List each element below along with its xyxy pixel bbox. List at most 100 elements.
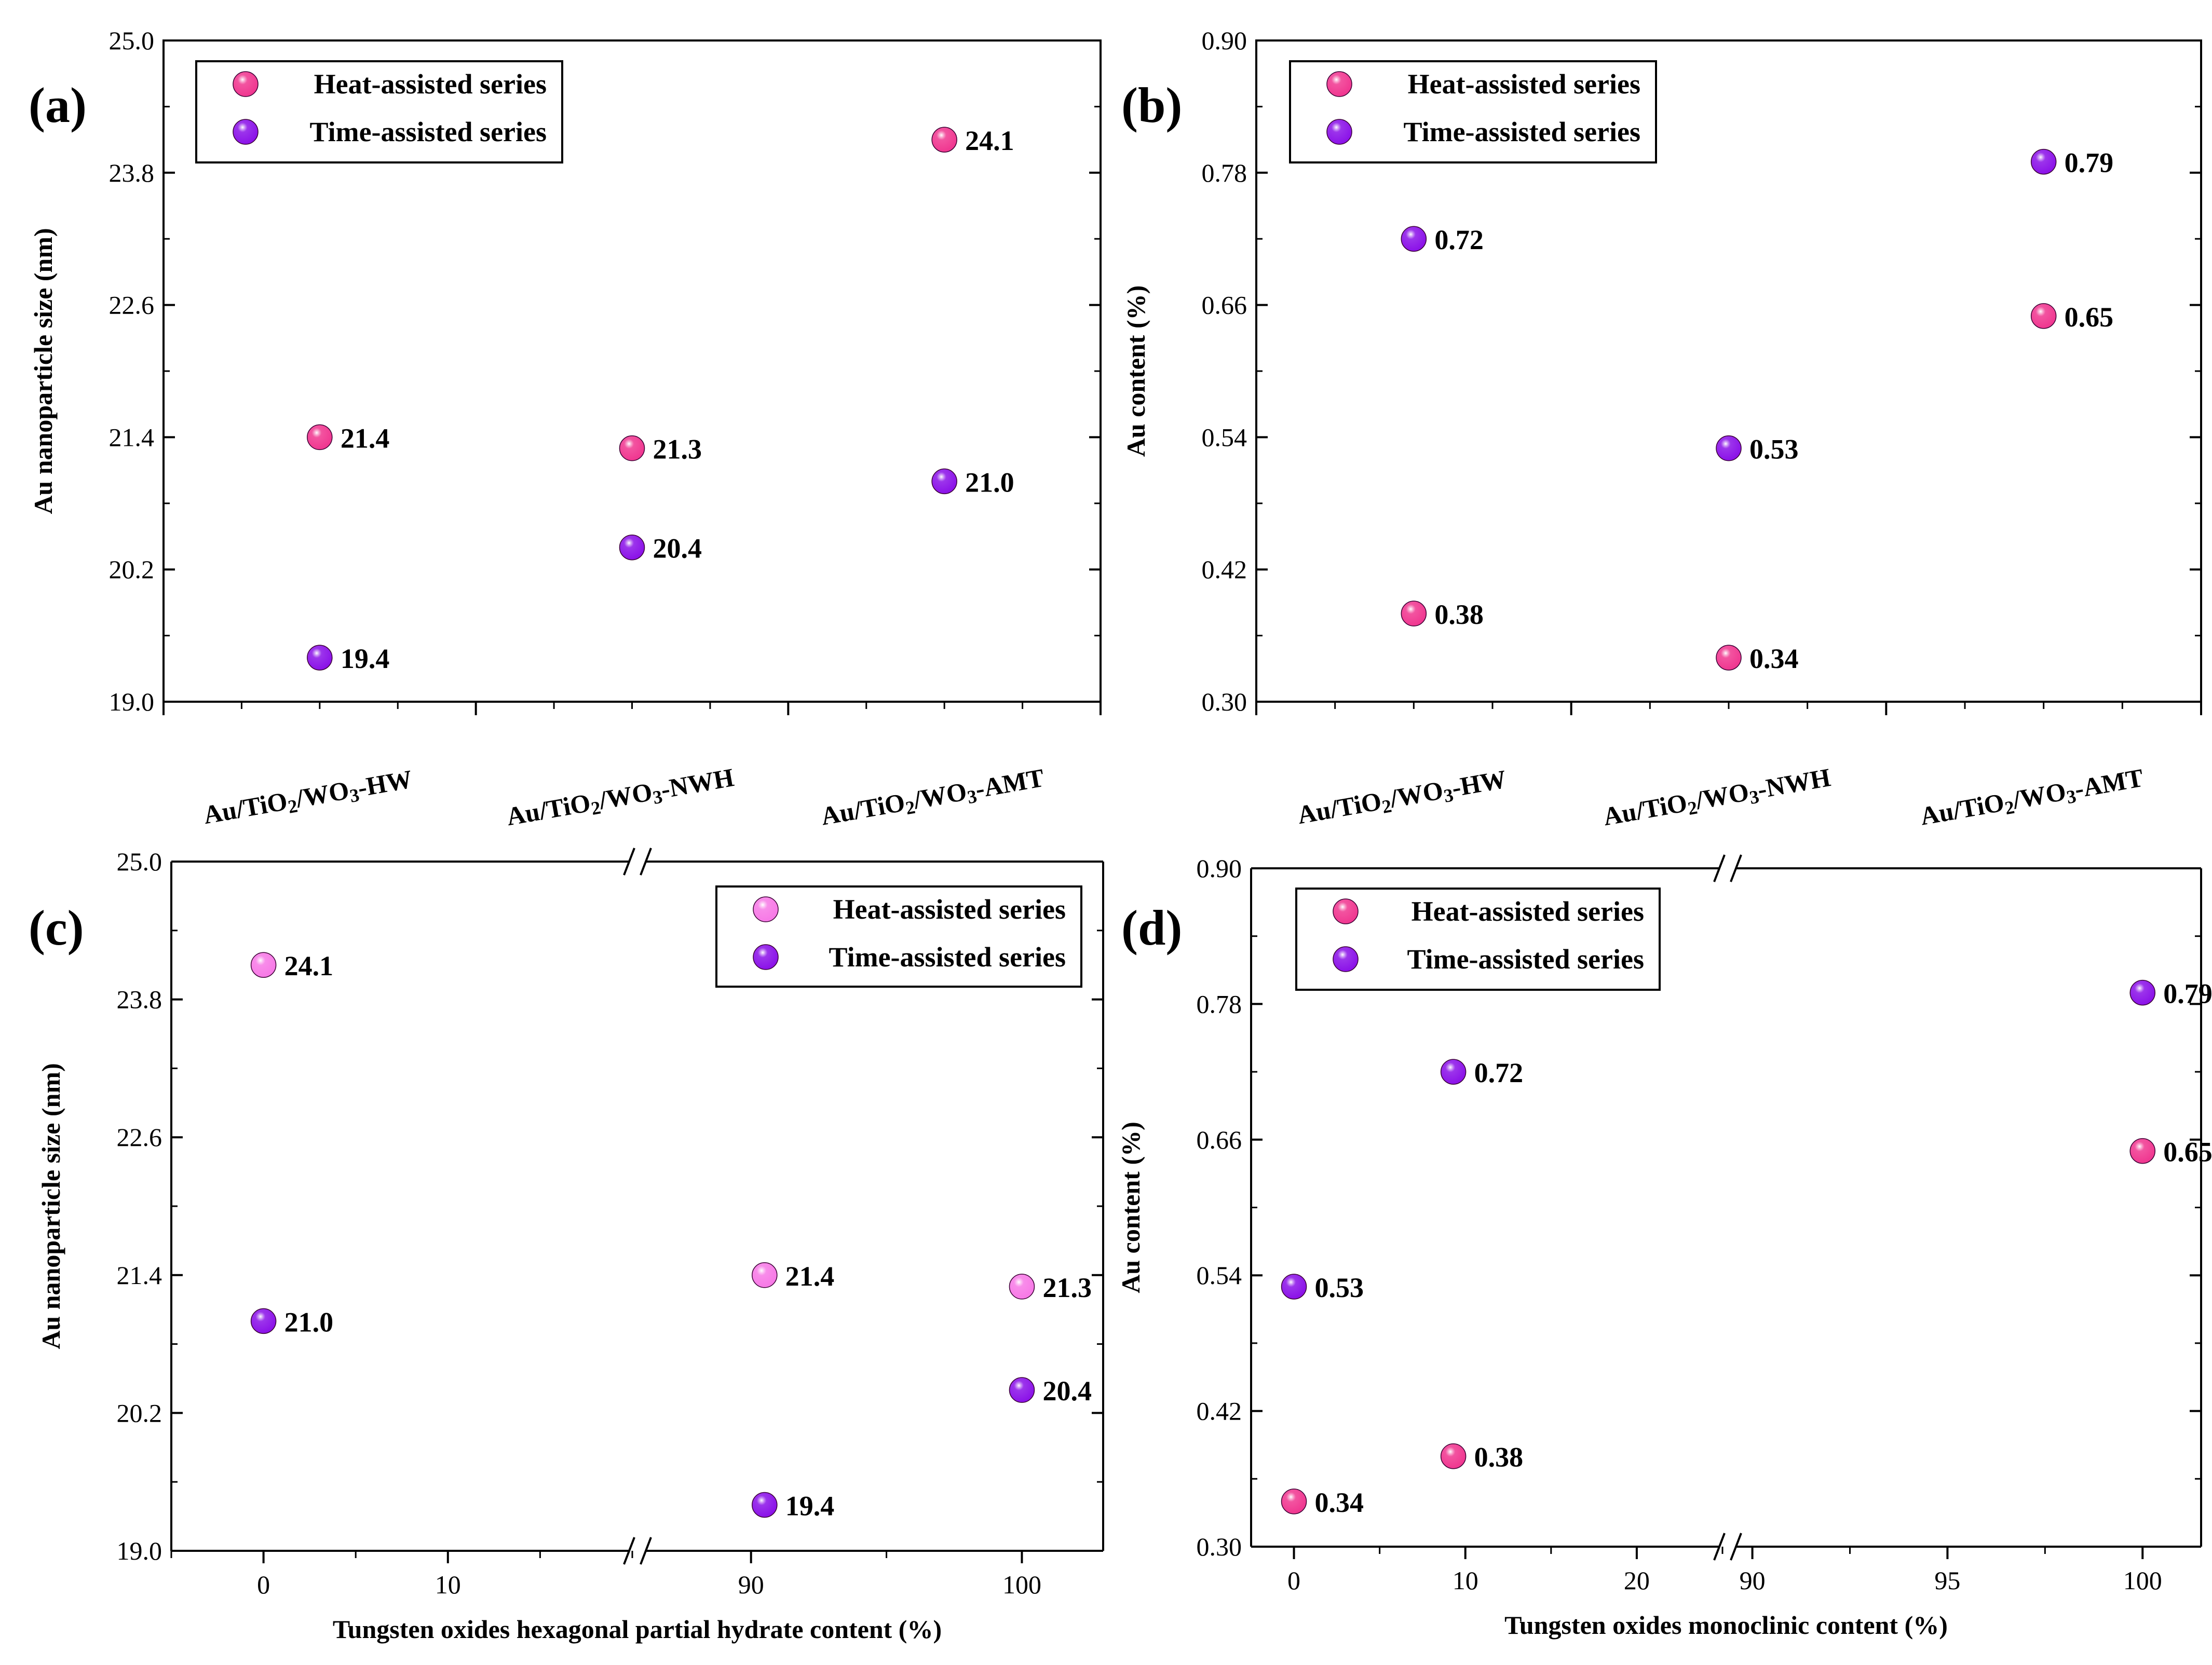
heat-assisted-point bbox=[2030, 303, 2057, 329]
time-assisted-point bbox=[1326, 119, 1352, 145]
data-label: 0.53 bbox=[1749, 434, 1799, 465]
data-label: 21.0 bbox=[284, 1306, 334, 1338]
x-category-label: Au/TiO2/WO3-AMT bbox=[819, 763, 1047, 834]
data-label: 20.4 bbox=[653, 533, 702, 564]
time-assisted-point bbox=[1009, 1377, 1035, 1403]
y-tick-label: 0.78 bbox=[1202, 158, 1247, 187]
y-tick-label: 0.42 bbox=[1202, 555, 1247, 584]
x-category-label: Au/TiO2/WO3-HW bbox=[201, 764, 415, 832]
data-label: 0.65 bbox=[2163, 1137, 2212, 1168]
data-label: 0.53 bbox=[1315, 1272, 1364, 1303]
time-assisted-point bbox=[307, 645, 333, 671]
axis-break-mark bbox=[1713, 854, 1726, 882]
x-axis-title: Tungsten oxides hexagonal partial hydrat… bbox=[333, 1615, 942, 1644]
time-assisted-point bbox=[753, 944, 779, 970]
x-tick-label: 10 bbox=[435, 1570, 461, 1599]
legend-entry-label: Heat-assisted series bbox=[1408, 69, 1640, 100]
y-tick-label: 0.66 bbox=[1202, 291, 1247, 320]
axis-break-mark bbox=[640, 1537, 652, 1565]
y-tick-label: 0.90 bbox=[1197, 854, 1242, 883]
heat-assisted-point bbox=[1401, 601, 1427, 626]
label-part: -NWH bbox=[1755, 762, 1833, 804]
label-part: /WO bbox=[596, 777, 655, 815]
data-label: 21.0 bbox=[965, 467, 1014, 498]
heat-assisted-point bbox=[307, 424, 333, 451]
panel-label: (b) bbox=[1121, 77, 1182, 133]
time-assisted-point bbox=[250, 1308, 277, 1334]
y-tick-label: 0.90 bbox=[1202, 26, 1247, 55]
label-part: /WO bbox=[1693, 777, 1751, 815]
y-axis-title: Au content (%) bbox=[1116, 1122, 1145, 1293]
panel-label: (a) bbox=[29, 77, 87, 133]
data-label: 21.3 bbox=[653, 434, 702, 465]
legend: Heat-assisted series Time-assisted series bbox=[1295, 888, 1661, 991]
x-tick-label: 0 bbox=[257, 1570, 270, 1599]
heat-assisted-point bbox=[753, 896, 779, 922]
x-tick-label: 100 bbox=[1002, 1570, 1041, 1599]
y-tick-label: 19.0 bbox=[117, 1536, 162, 1565]
axis-break-mark bbox=[623, 1537, 635, 1565]
axis-break-mark bbox=[1730, 1533, 1742, 1561]
y-tick-label: 0.78 bbox=[1197, 989, 1242, 1018]
data-label: 0.38 bbox=[1434, 599, 1484, 630]
time-assisted-point bbox=[1333, 946, 1359, 972]
y-tick-label: 20.2 bbox=[117, 1398, 162, 1427]
label-part: /WO bbox=[293, 775, 351, 813]
time-assisted-point bbox=[1440, 1059, 1467, 1085]
time-assisted-point bbox=[1716, 435, 1742, 461]
heat-assisted-point bbox=[1716, 645, 1742, 671]
heat-assisted-point bbox=[1333, 898, 1359, 924]
axis-break-mark bbox=[1713, 1533, 1726, 1561]
panel-d: 0.30 0.42 0.54 0.66 0.78 0.90 Au content (%) 0 1… bbox=[1116, 854, 2212, 1640]
data-label: 21.4 bbox=[341, 422, 390, 454]
legend-box bbox=[1289, 60, 1657, 163]
data-label: 0.65 bbox=[2065, 302, 2114, 333]
data-label: 0.72 bbox=[1474, 1057, 1524, 1088]
time-assisted-point bbox=[1281, 1274, 1307, 1300]
time-assisted-point bbox=[2129, 979, 2155, 1006]
legend-box bbox=[195, 60, 563, 163]
heat-assisted-point bbox=[1326, 71, 1352, 97]
x-category-label: Au/TiO2/WO3-NWH bbox=[1601, 762, 1833, 834]
y-tick-label: 23.8 bbox=[109, 158, 155, 187]
x-tick-label: 90 bbox=[738, 1570, 764, 1599]
legend: Heat-assisted series Time-assisted series bbox=[195, 60, 563, 163]
label-part: Au/TiO bbox=[819, 787, 907, 830]
legend-entry-label: Time-assisted series bbox=[1404, 116, 1640, 147]
y-tick-label: 0.42 bbox=[1197, 1397, 1242, 1426]
label-part: Au/TiO bbox=[1295, 786, 1383, 829]
heat-assisted-point bbox=[619, 435, 645, 461]
y-tick-label: 25.0 bbox=[117, 847, 162, 876]
time-assisted-point bbox=[752, 1492, 778, 1518]
y-axis-title: Au content (%) bbox=[1121, 285, 1150, 457]
panel-label: (c) bbox=[29, 900, 84, 956]
legend-entry-label: Time-assisted series bbox=[1407, 944, 1644, 975]
label-part: -AMT bbox=[973, 763, 1046, 803]
y-axis-title: Au nanoparticle size (nm) bbox=[36, 1063, 65, 1349]
y-tick-label: 22.6 bbox=[117, 1123, 162, 1152]
axis-break-mark bbox=[640, 848, 652, 876]
panel-a: 19.0 20.2 21.4 22.6 23.8 25.0 Au nanoparticle … bbox=[29, 26, 1102, 834]
legend-entry-label: Heat-assisted series bbox=[1412, 896, 1644, 927]
y-tick-label: 0.66 bbox=[1197, 1125, 1242, 1154]
label-part: Au/TiO bbox=[1918, 787, 2006, 830]
x-category-label: Au/TiO2/WO3-HW bbox=[1295, 764, 1509, 832]
y-tick-label: 0.54 bbox=[1202, 422, 1247, 452]
legend-box bbox=[715, 885, 1082, 988]
data-label: 19.4 bbox=[341, 643, 390, 674]
y-tick-label: 23.8 bbox=[117, 985, 162, 1014]
label-part: -HW bbox=[356, 764, 415, 802]
x-tick-label: 95 bbox=[1934, 1566, 1960, 1595]
x-tick-label: 0 bbox=[1287, 1566, 1300, 1595]
legend-entry-label: Time-assisted series bbox=[310, 116, 547, 147]
y-axis-title: Au nanoparticle size (nm) bbox=[29, 228, 58, 514]
label-part: /WO bbox=[911, 776, 969, 814]
heat-assisted-point bbox=[250, 952, 277, 978]
heat-assisted-point bbox=[931, 127, 957, 153]
data-label: 0.79 bbox=[2163, 978, 2212, 1009]
x-tick-label: 100 bbox=[2123, 1566, 2162, 1595]
data-label: 21.4 bbox=[785, 1261, 835, 1292]
label-part: Au/TiO bbox=[504, 788, 592, 831]
heat-assisted-point bbox=[2129, 1138, 2155, 1164]
x-axis-title: Tungsten oxides monoclinic content (%) bbox=[1504, 1611, 1948, 1640]
